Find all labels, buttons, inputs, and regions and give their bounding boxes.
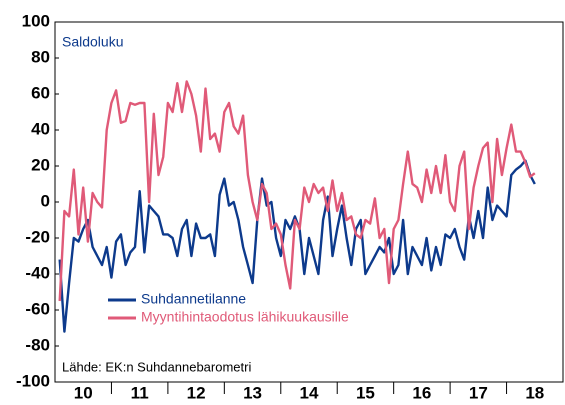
y-tick-label: -40 — [25, 263, 50, 282]
y-tick-label: 60 — [31, 83, 50, 102]
y-tick-label: 0 — [41, 191, 50, 210]
y-tick-label: -20 — [25, 227, 50, 246]
x-tick-label: 13 — [243, 383, 262, 402]
x-tick-label: 14 — [300, 383, 319, 402]
x-tick-label: 16 — [412, 383, 431, 402]
line-series — [58, 80, 536, 302]
line-series — [58, 159, 536, 333]
x-tick-label: 11 — [131, 383, 149, 402]
y-axis-label: Saldoluku — [62, 34, 124, 50]
y-tick-label: 20 — [31, 155, 50, 174]
y-tick-label: -60 — [25, 299, 50, 318]
y-tick-label: -80 — [25, 335, 50, 354]
y-tick-label: 40 — [31, 119, 50, 138]
x-tick-label: 17 — [469, 383, 488, 402]
legend-label: Myyntihintaodotus lähikuukausille — [141, 309, 349, 325]
y-tick-label: 100 — [22, 11, 50, 30]
y-tick-label: -100 — [16, 371, 50, 390]
x-tick-label: 12 — [187, 383, 206, 402]
y-tick-label: 80 — [31, 47, 50, 66]
legend-label: Suhdannetilanne — [141, 291, 246, 307]
x-tick-label: 18 — [525, 383, 544, 402]
source-note: Lähde: EK:n Suhdannebarometri — [62, 359, 251, 374]
x-tick-label: 15 — [356, 383, 375, 402]
x-tick-label: 10 — [74, 383, 93, 402]
